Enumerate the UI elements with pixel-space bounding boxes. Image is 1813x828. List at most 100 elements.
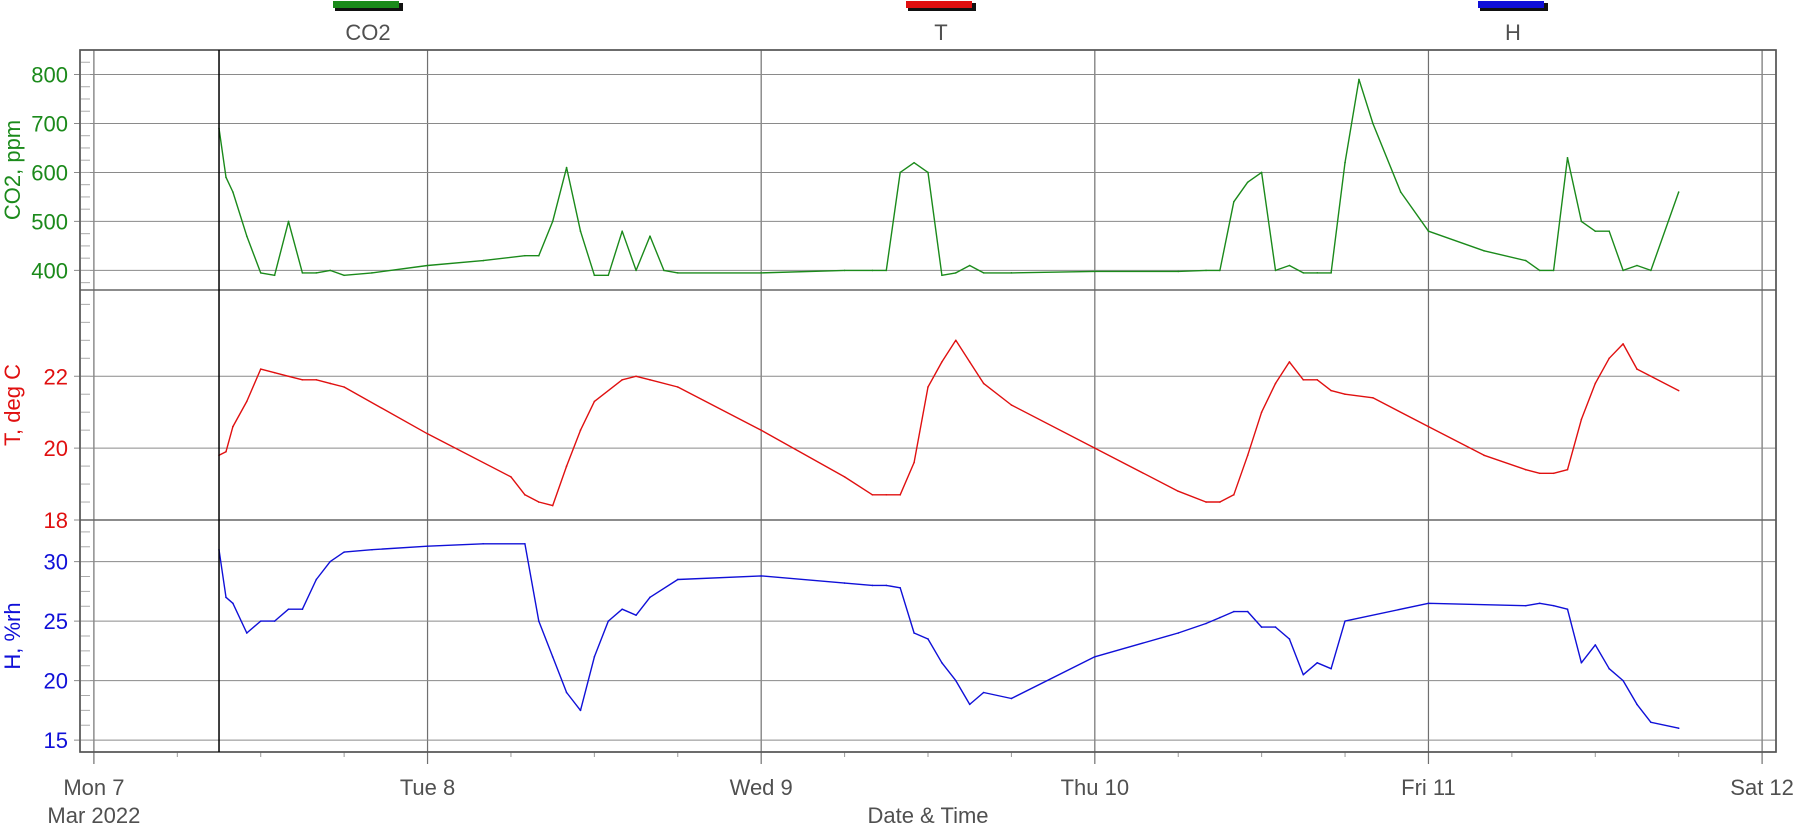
data-point-t (273, 371, 276, 374)
data-point-h (232, 602, 234, 605)
data-point-co2 (1094, 270, 1096, 273)
data-point-h (1274, 626, 1277, 628)
plot-frame (79, 49, 1777, 753)
data-point-t (246, 400, 248, 403)
data-point-co2 (315, 272, 318, 274)
data-point-h (913, 632, 915, 634)
data-point-co2 (1677, 191, 1680, 193)
y-axis-label: H, %rh (0, 602, 25, 669)
data-point-co2 (955, 272, 957, 274)
data-point-h (1566, 608, 1569, 611)
data-point-t (225, 450, 227, 453)
y-tick-label: 15 (44, 728, 68, 753)
data-point-co2 (1274, 269, 1277, 272)
data-point-t (635, 375, 637, 378)
data-point-h (524, 542, 526, 545)
data-point-t (232, 425, 234, 428)
data-point-co2 (524, 254, 526, 257)
data-point-t (927, 386, 929, 388)
data-point-co2 (1650, 269, 1652, 272)
data-point-co2 (1219, 269, 1221, 272)
data-point-co2 (1580, 220, 1583, 223)
data-point-co2 (1372, 122, 1374, 125)
data-point-t (1372, 397, 1374, 399)
x-tick-label: Wed 9 (730, 775, 793, 800)
data-point-co2 (1483, 250, 1485, 252)
data-point-t (1650, 375, 1652, 378)
data-point-co2 (565, 166, 568, 169)
data-point-co2 (843, 269, 846, 272)
data-point-h (871, 584, 874, 587)
data-point-t (649, 379, 651, 381)
y-axis-label: T, deg C (0, 364, 25, 446)
data-point-h (621, 608, 623, 611)
data-point-h (1608, 667, 1610, 670)
data-point-t (1344, 393, 1346, 396)
data-point-h (676, 578, 679, 581)
data-point-h (301, 608, 304, 611)
series-line-t (218, 339, 1680, 507)
data-point-h (1233, 610, 1235, 613)
data-point-co2 (1399, 191, 1402, 193)
data-point-co2 (968, 264, 971, 267)
data-point-co2 (1330, 272, 1332, 274)
data-point-co2 (259, 272, 262, 274)
data-point-co2 (301, 272, 304, 274)
data-point-t (1566, 468, 1569, 471)
data-point-h (593, 656, 596, 658)
data-point-co2 (1427, 230, 1430, 233)
data-point-co2 (607, 274, 610, 277)
x-tick-sublabel: Mar 2022 (47, 803, 140, 828)
data-point-h (899, 587, 901, 589)
series-line-h (218, 543, 1679, 729)
data-point-t (843, 476, 846, 478)
data-point-t (565, 465, 568, 467)
data-point-h (1288, 638, 1291, 640)
data-point-t (1677, 389, 1680, 392)
legend-swatch (333, 1, 399, 8)
data-point-co2 (1344, 161, 1346, 164)
data-point-co2 (1636, 264, 1638, 267)
x-tick-label: Sat 12 (1730, 775, 1794, 800)
data-point-t (1233, 494, 1235, 496)
data-point-h (760, 575, 762, 577)
data-point-h (1330, 667, 1332, 670)
data-point-h (426, 545, 429, 547)
data-point-t (968, 361, 971, 363)
data-point-t (1608, 357, 1610, 360)
data-point-t (287, 375, 290, 378)
data-point-co2 (1622, 269, 1624, 272)
y-tick-label: 20 (44, 436, 68, 461)
data-point-co2 (273, 274, 276, 277)
data-point-co2 (1302, 272, 1305, 274)
data-point-co2 (1538, 269, 1541, 272)
data-point-t (760, 429, 762, 431)
data-point-h (1260, 626, 1263, 628)
data-point-co2 (1608, 230, 1610, 233)
data-point-h (551, 656, 554, 658)
data-point-t (1636, 368, 1638, 370)
data-point-t (1483, 454, 1485, 457)
data-point-h (1094, 656, 1096, 658)
data-point-co2 (371, 272, 373, 274)
data-point-t (315, 379, 318, 381)
data-point-h (1677, 727, 1680, 730)
data-point-h (955, 679, 957, 682)
data-point-co2 (913, 161, 915, 164)
data-point-h (1580, 661, 1583, 664)
data-point-t (1330, 389, 1332, 392)
data-point-co2 (649, 235, 651, 237)
legend-label: CO2 (345, 20, 390, 45)
data-point-t (899, 494, 901, 496)
data-point-co2 (343, 274, 345, 277)
data-point-h (843, 582, 846, 584)
data-point-co2 (982, 272, 985, 274)
data-point-co2 (426, 264, 429, 267)
data-point-t (551, 504, 554, 507)
y-tick-label: 700 (31, 111, 68, 136)
data-point-co2 (482, 259, 484, 262)
data-point-co2 (232, 191, 234, 193)
data-point-h (579, 709, 582, 712)
data-point-h (343, 551, 345, 553)
